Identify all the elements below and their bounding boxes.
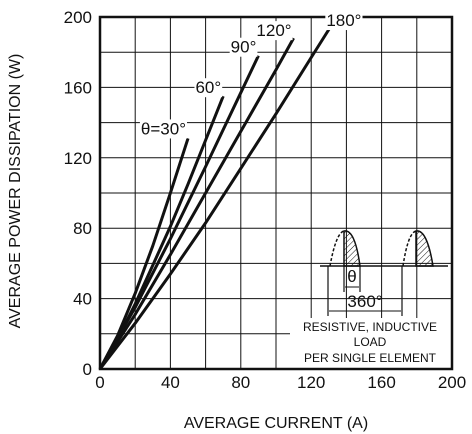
series-label-background (139, 119, 187, 139)
y-tick-label: 120 (64, 149, 92, 168)
series-line-1 (98, 137, 190, 370)
plot-frame (98, 15, 454, 371)
series-label-3: 90° (231, 38, 257, 57)
inset-wave-2-dashed (402, 230, 417, 267)
y-axis-label: AVERAGE POWER DISSIPATION (W) (7, 54, 24, 329)
series-label-background (194, 78, 223, 98)
x-tick-label: 200 (438, 373, 466, 392)
inset-label-background (290, 318, 452, 368)
x-tick-label: 40 (161, 373, 180, 392)
x-tick-label: 120 (297, 373, 325, 392)
tick-labels: 0 40 80 120 160 200 0 40 80 120 160 200 (64, 8, 467, 392)
waveform-inset: θ 360° RESISTIVE, INDUCTIVE LOAD PER SIN… (290, 230, 452, 368)
series-label-background (325, 11, 363, 31)
series-label-1: θ=30° (141, 119, 186, 138)
inset-text-line-1: RESISTIVE, INDUCTIVE (303, 320, 437, 334)
series-line-4 (98, 37, 295, 370)
y-tick-label: 0 (83, 360, 92, 379)
x-tick-label: 160 (367, 373, 395, 392)
inset-wave-2-conduction (415, 230, 434, 267)
y-tick-label: 160 (64, 78, 92, 97)
series-label-background (229, 37, 258, 57)
inset-text-line-2: LOAD (354, 335, 387, 349)
series-line-5 (98, 23, 334, 370)
inset-wave-1-dashed (329, 230, 345, 267)
y-tick-label: 80 (73, 219, 92, 238)
x-tick-label: 0 (95, 373, 104, 392)
y-tick-label: 200 (64, 8, 92, 27)
series-label-2: 60° (195, 78, 221, 97)
inset-wave-1-conduction (343, 230, 361, 267)
series-label-4: 120° (256, 21, 291, 40)
series-label-5: 180° (326, 11, 361, 30)
curve-labels: θ=30° 60° 90°120° 180° (139, 11, 363, 139)
x-tick-label: 80 (231, 373, 250, 392)
series-label-background (255, 21, 293, 41)
curves (98, 23, 334, 370)
inset-text-line-3: PER SINGLE ELEMENT (304, 351, 437, 365)
series-line-3 (98, 55, 260, 370)
theta-label: θ (347, 267, 356, 286)
period-label: 360° (347, 292, 382, 311)
y-tick-label: 40 (73, 290, 92, 309)
x-axis-label: AVERAGE CURRENT (A) (184, 415, 368, 432)
